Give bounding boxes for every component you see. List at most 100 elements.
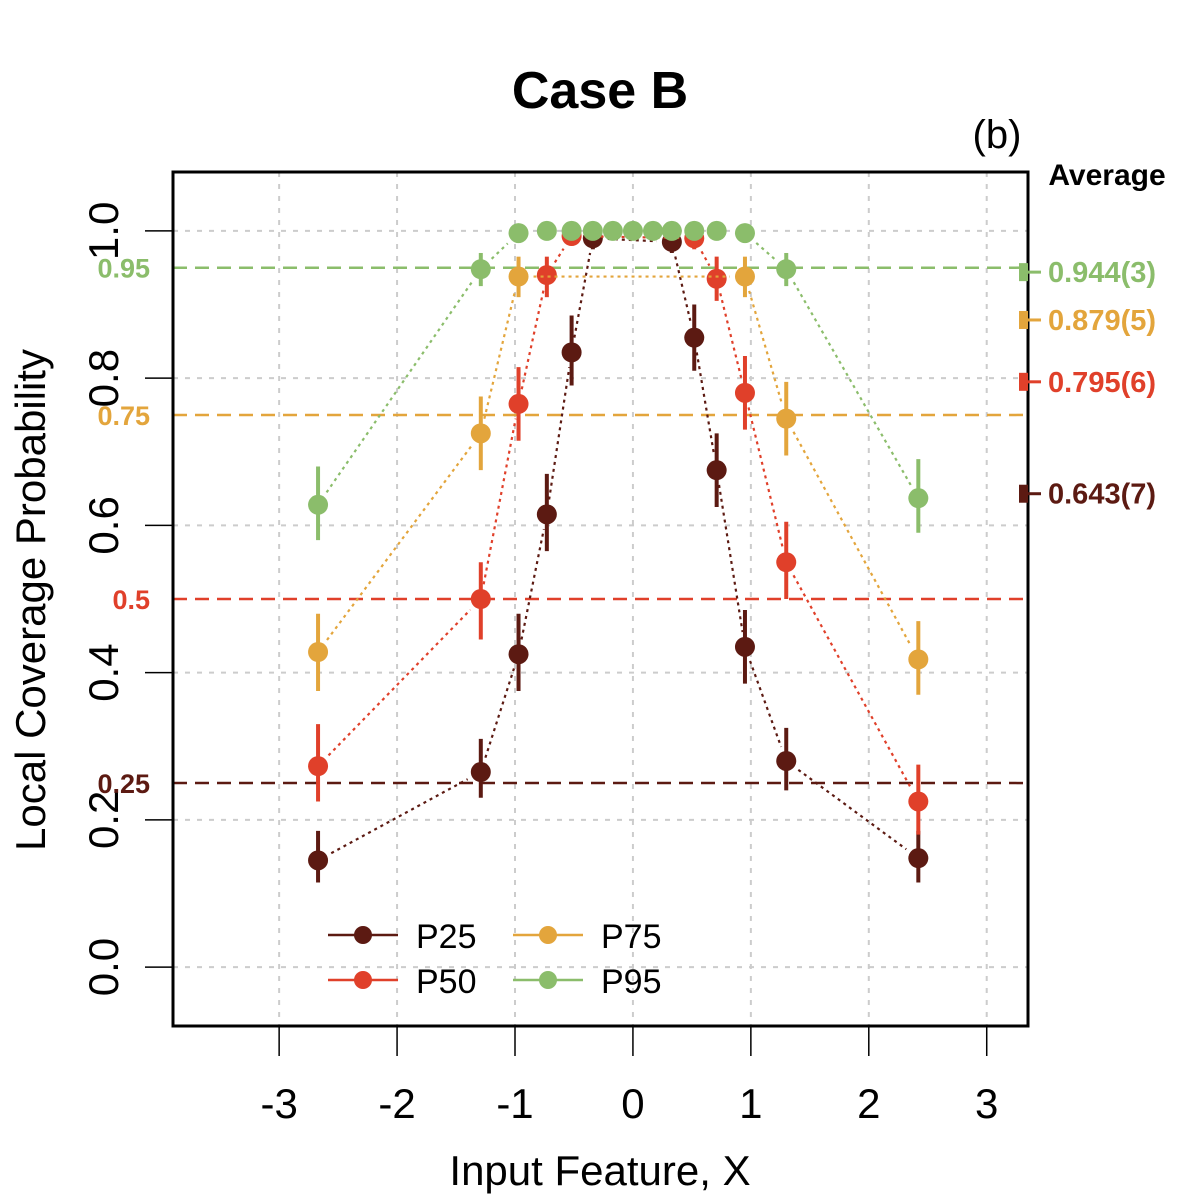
x-tick-label: 1	[739, 1080, 762, 1127]
average-marker-p75	[1019, 310, 1028, 329]
y-tick-label: 0.2	[80, 791, 127, 849]
data-point-p95	[602, 220, 623, 241]
data-point-p25	[706, 460, 727, 481]
average-label-p25: 0.643(7)	[1048, 479, 1156, 511]
series-connector-p25	[797, 768, 907, 851]
plot-frame	[171, 170, 1030, 1028]
average-marker-p25	[1019, 484, 1028, 503]
average-marker-p95	[1019, 263, 1028, 282]
average-marker-p50	[1019, 372, 1028, 391]
data-point-p95	[308, 494, 329, 515]
series-connector-p25	[330, 778, 469, 855]
series-connector-p25	[695, 352, 716, 456]
series-connector-p50	[719, 293, 743, 379]
data-point-p25	[684, 327, 705, 348]
data-point-p95	[536, 220, 557, 241]
y-tick-label: 0.0	[80, 938, 127, 996]
average-label-p75: 0.879(5)	[1048, 305, 1156, 337]
legend-marker-p25	[354, 926, 372, 944]
panel-label: (b)	[973, 113, 1022, 157]
series-connector-p50	[747, 407, 784, 548]
y-tick-label: 0.6	[80, 496, 127, 554]
data-point-p50	[470, 589, 491, 609]
average-label-p95: 0.944(3)	[1048, 257, 1156, 289]
data-point-p95	[622, 220, 643, 241]
data-point-p95	[508, 223, 529, 244]
data-point-p25	[776, 750, 797, 771]
data-point-p25	[908, 848, 929, 869]
legend-label-p25: P25	[416, 918, 477, 956]
series-connector-p95	[755, 242, 776, 261]
data-point-p25	[508, 644, 529, 665]
data-point-p95	[706, 220, 727, 241]
data-point-p50	[706, 268, 727, 289]
series-connector-p50	[586, 235, 680, 240]
data-point-p25	[308, 850, 329, 871]
series-marks	[308, 220, 929, 883]
legend-label-p75: P75	[601, 918, 662, 956]
series-connector-p50	[700, 250, 711, 267]
data-point-p50	[734, 382, 755, 403]
data-point-p50	[308, 756, 329, 777]
series-connector-p25	[520, 528, 545, 640]
data-point-p50	[776, 552, 797, 573]
data-point-p75	[776, 408, 797, 429]
nominal-label-p95: 0.95	[97, 254, 150, 284]
x-tick-label: 3	[975, 1080, 998, 1127]
data-point-p95	[642, 220, 663, 241]
average-markers: 0.643(7) 0.795(6) 0.879(5) 0.944(3)	[1019, 257, 1156, 511]
grid-lines	[173, 172, 1028, 1026]
data-point-p25	[734, 636, 755, 657]
data-point-p95	[684, 220, 705, 241]
series-connector-p25	[573, 252, 592, 338]
series-connector-p95	[792, 281, 912, 486]
series-connector-p50	[792, 574, 913, 789]
data-point-p95	[661, 220, 682, 241]
series-connector-p95	[325, 280, 474, 494]
data-point-p75	[908, 649, 929, 670]
data-point-p50	[908, 791, 929, 812]
data-point-p75	[470, 423, 491, 444]
legend-marker-p95	[539, 971, 557, 989]
series-connector-p25	[548, 367, 571, 500]
data-point-p25	[561, 342, 582, 363]
x-tick-label: -3	[260, 1080, 297, 1127]
legend-marker-p75	[539, 926, 557, 944]
average-label-p50: 0.795(6)	[1048, 367, 1156, 399]
series-connector-p50	[482, 418, 517, 585]
series-connector-p50	[327, 608, 472, 757]
series-connector-p25	[717, 484, 744, 633]
data-point-p95	[908, 488, 929, 509]
legend-marker-p50	[354, 971, 372, 989]
x-axis-label: Input Feature, X	[449, 1147, 750, 1194]
y-tick-label: 0.4	[80, 643, 127, 701]
legend-label-p95: P95	[601, 963, 662, 1001]
x-tick-label: -1	[496, 1080, 533, 1127]
data-point-p50	[508, 393, 529, 414]
data-point-p95	[470, 259, 491, 280]
data-point-p50	[536, 265, 557, 286]
y-tick-label: 1.0	[80, 202, 127, 260]
series-connector-p75	[326, 444, 473, 641]
series-connector-p95	[490, 242, 509, 260]
average-header: Average	[1048, 159, 1165, 192]
series-connector-p25	[484, 668, 516, 759]
series-connector-p75	[748, 290, 784, 405]
series-connector-p50	[520, 289, 545, 390]
data-point-p75	[508, 266, 529, 287]
series-connector-p25	[674, 256, 692, 324]
data-point-p95	[776, 259, 797, 280]
nominal-label-p50: 0.5	[112, 585, 150, 615]
x-tick-label: 0	[621, 1080, 644, 1127]
series-connector-p50	[553, 248, 565, 263]
data-point-p95	[734, 223, 755, 244]
data-point-p95	[561, 220, 582, 241]
data-point-p25	[470, 762, 491, 783]
series-connector-p75	[792, 431, 913, 647]
legend: P25 P50 P75 P95	[328, 918, 662, 1001]
series-connector-p75	[483, 290, 517, 420]
y-axis-label: Local Coverage Probability	[7, 349, 54, 851]
y-tick-label: 0.8	[80, 349, 127, 407]
reference-lines: 0.25 0.5 0.75 0.95	[97, 254, 1028, 799]
